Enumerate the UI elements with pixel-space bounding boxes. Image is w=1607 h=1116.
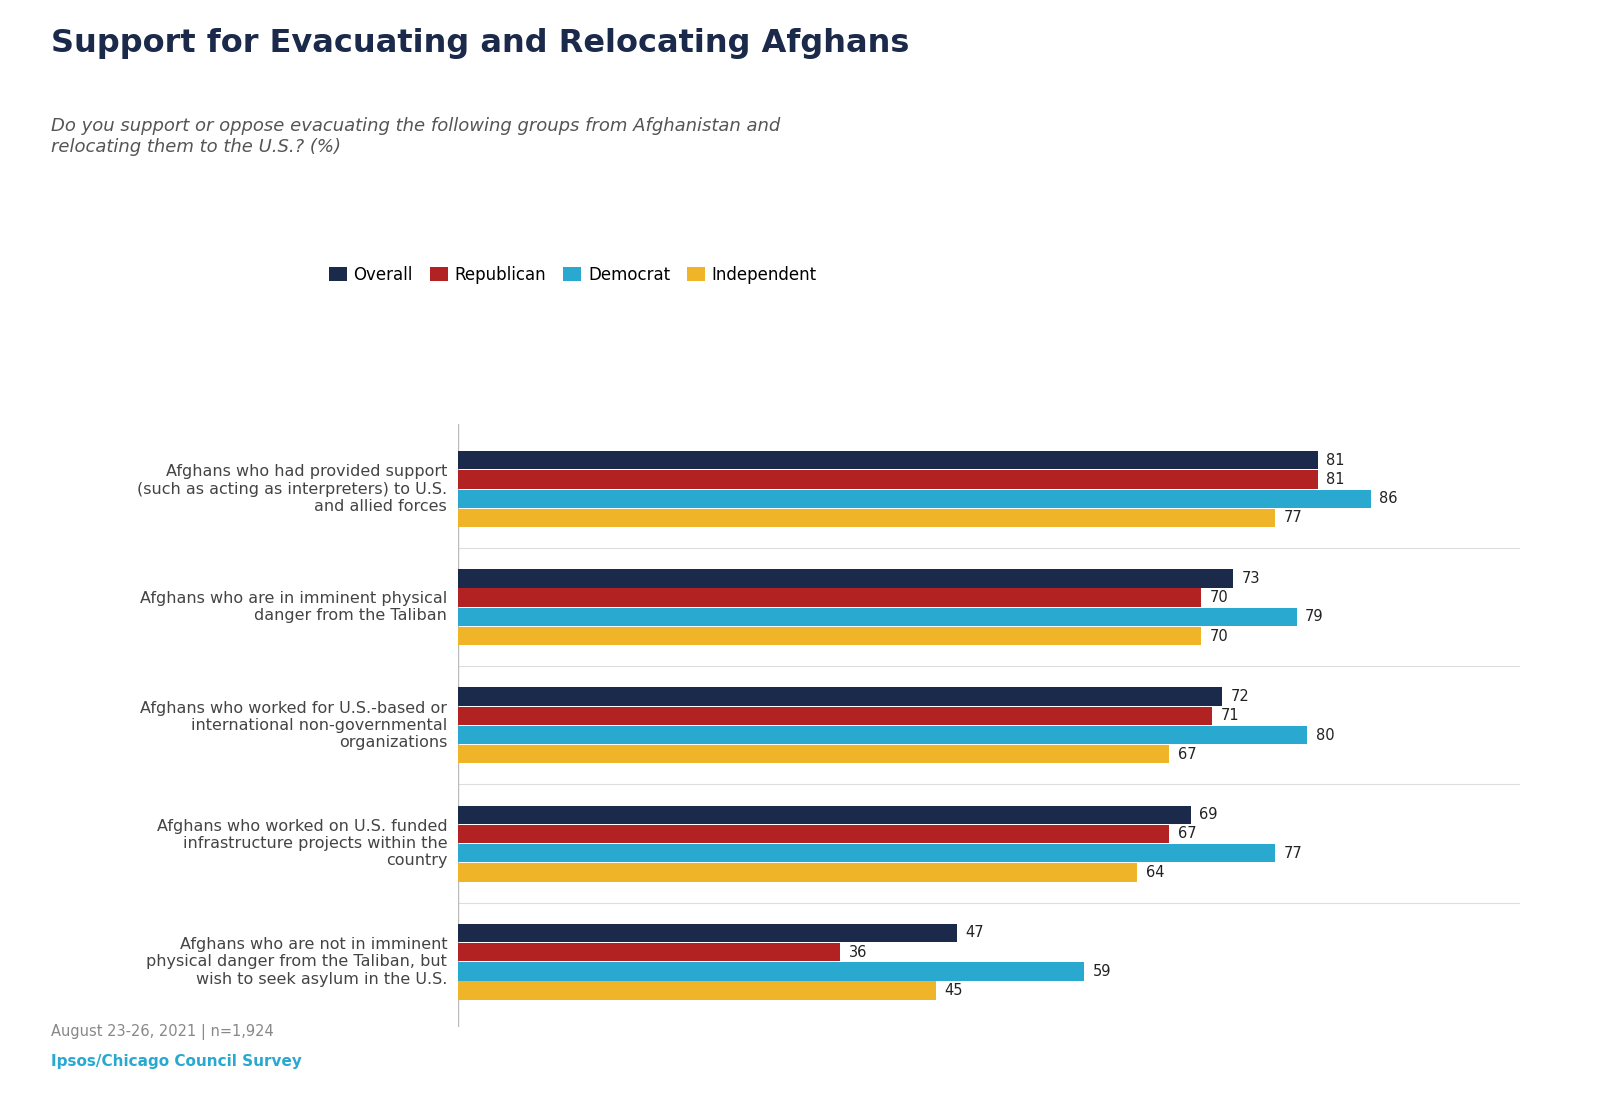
Text: 77: 77 <box>1282 846 1302 860</box>
Bar <box>458 627 1200 645</box>
Legend: Overall, Republican, Democrat, Independent: Overall, Republican, Democrat, Independe… <box>321 259 823 291</box>
Text: 71: 71 <box>1220 709 1237 723</box>
Bar <box>458 509 1274 527</box>
Text: 64: 64 <box>1146 865 1163 879</box>
Text: 45: 45 <box>943 983 963 998</box>
Bar <box>458 864 1136 882</box>
Bar <box>458 490 1371 508</box>
Bar <box>458 825 1168 843</box>
Text: 70: 70 <box>1208 628 1228 644</box>
Bar <box>458 451 1318 470</box>
Bar <box>458 943 840 961</box>
Bar <box>458 924 956 942</box>
Bar <box>458 806 1189 824</box>
Text: 79: 79 <box>1305 609 1323 624</box>
Bar <box>458 569 1233 587</box>
Bar <box>458 470 1318 489</box>
Text: 36: 36 <box>848 944 866 960</box>
Bar <box>458 608 1295 626</box>
Bar <box>458 981 935 1000</box>
Bar <box>458 725 1306 744</box>
Text: 67: 67 <box>1176 827 1196 841</box>
Text: 67: 67 <box>1176 747 1196 762</box>
Text: 73: 73 <box>1241 571 1260 586</box>
Bar <box>458 687 1221 705</box>
Bar <box>458 745 1168 763</box>
Bar <box>458 962 1083 981</box>
Text: 72: 72 <box>1229 689 1249 704</box>
Text: 80: 80 <box>1315 728 1334 742</box>
Bar <box>458 706 1212 725</box>
Text: 70: 70 <box>1208 590 1228 605</box>
Text: August 23-26, 2021 | n=1,924: August 23-26, 2021 | n=1,924 <box>51 1024 275 1040</box>
Text: 77: 77 <box>1282 510 1302 526</box>
Text: 47: 47 <box>964 925 983 941</box>
Text: 86: 86 <box>1379 491 1396 507</box>
Text: 81: 81 <box>1326 453 1343 468</box>
Text: Ipsos/Chicago Council Survey: Ipsos/Chicago Council Survey <box>51 1055 302 1069</box>
Text: 59: 59 <box>1093 964 1110 979</box>
Text: 69: 69 <box>1199 807 1216 822</box>
Bar <box>458 844 1274 863</box>
Text: 81: 81 <box>1326 472 1343 487</box>
Bar <box>458 588 1200 607</box>
Text: Do you support or oppose evacuating the following groups from Afghanistan and
re: Do you support or oppose evacuating the … <box>51 117 781 156</box>
Text: Support for Evacuating and Relocating Afghans: Support for Evacuating and Relocating Af… <box>51 28 910 59</box>
